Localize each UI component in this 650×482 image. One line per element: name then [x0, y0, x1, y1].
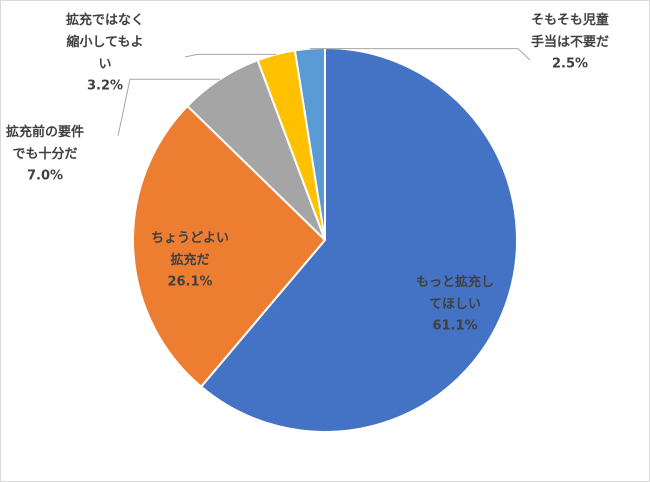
slice-label: 拡充ではなく縮小してもよい [66, 12, 144, 72]
slice-label: そもそも児童手当は不要だ [531, 12, 609, 50]
pie-slice [199, 46, 518, 433]
leader-line [184, 53, 277, 58]
value-label: 26.1% [167, 275, 212, 290]
value-label: 2.5% [552, 57, 588, 72]
pie-slice [132, 104, 327, 389]
slice-label: ちょうどよい拡充だ [151, 231, 229, 268]
value-label: 7.0% [27, 169, 63, 184]
value-label: 3.2% [87, 79, 123, 94]
slice-label: もっと拡充してほしい [416, 274, 494, 312]
leader-line [309, 48, 531, 61]
leader-line [117, 78, 220, 137]
value-label: 61.1% [432, 319, 477, 334]
slice-label: 拡充前の要件でも十分だ [6, 124, 84, 162]
